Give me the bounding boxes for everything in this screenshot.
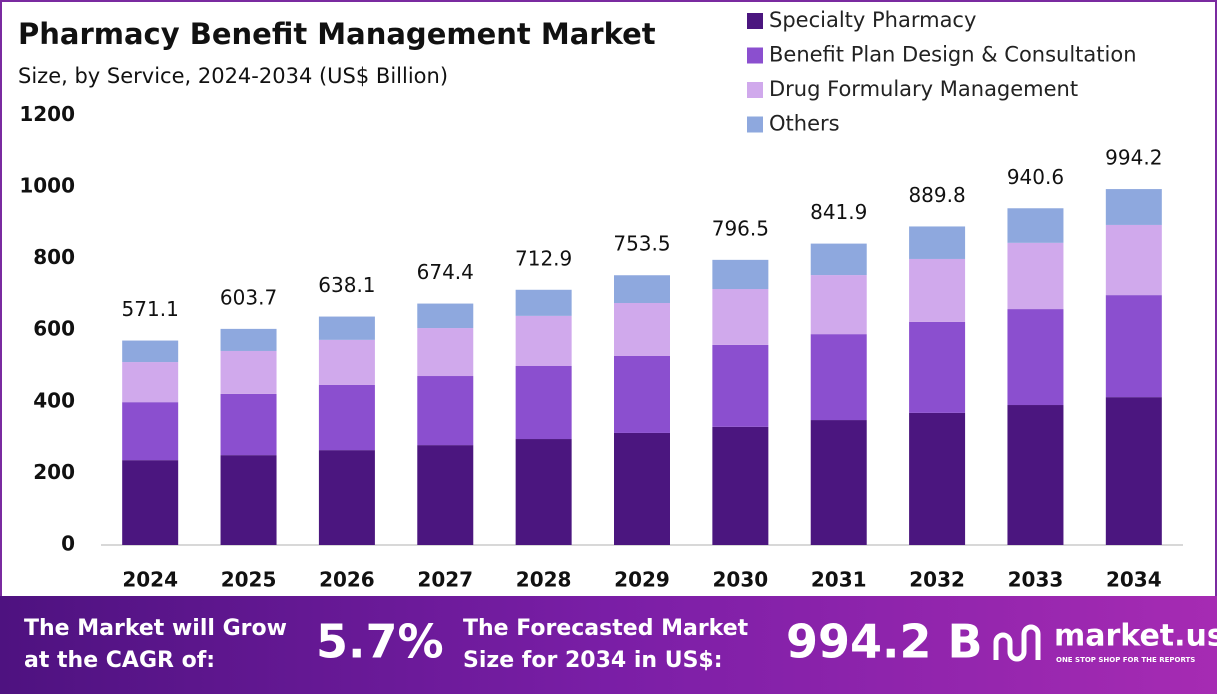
bar-segment	[318, 384, 375, 451]
brand: market.us	[1054, 619, 1217, 654]
total-label: 638.1	[318, 273, 375, 297]
total-label: 841.9	[810, 200, 867, 224]
total-label: 603.7	[220, 285, 277, 309]
bar-segment	[810, 243, 867, 276]
legend-label: Others	[769, 112, 840, 136]
bar-segment	[417, 328, 474, 377]
total-label: 571.1	[122, 297, 179, 321]
y-tick-label: 600	[33, 317, 75, 341]
bar-segment	[1105, 224, 1162, 296]
bar-segment	[1007, 309, 1064, 406]
bar-segment	[1007, 208, 1064, 243]
bar-segment	[1105, 397, 1162, 545]
forecast-text: Size for 2034 in US$:	[463, 648, 723, 673]
total-label: 674.4	[417, 260, 474, 284]
bar-segment	[417, 445, 474, 545]
y-tick-label: 200	[33, 460, 75, 484]
bar-segment	[515, 366, 572, 440]
bar-segment	[614, 302, 670, 356]
bar-segment	[318, 339, 375, 385]
forecast-value: 994.2 B	[786, 615, 983, 669]
total-label: 889.8	[908, 183, 965, 207]
x-tick-label: 2033	[1008, 568, 1064, 592]
cagr-text: at the CAGR of:	[24, 648, 215, 673]
bar-segment	[220, 328, 277, 351]
legend-swatch	[747, 47, 763, 64]
chart-subtitle: Size, by Service, 2024-2034 (US$ Billion…	[18, 64, 448, 88]
footer-banner	[0, 596, 1217, 694]
bar-segment	[810, 334, 867, 421]
y-tick-label: 400	[33, 388, 75, 412]
forecast-text: The Forecasted Market	[463, 616, 749, 641]
bar-segment	[909, 258, 966, 322]
y-tick-label: 1000	[19, 174, 75, 198]
x-tick-label: 2031	[811, 568, 867, 592]
total-label: 940.6	[1007, 165, 1064, 189]
total-label: 994.2	[1105, 146, 1162, 170]
bar-segment	[909, 226, 966, 259]
bar-segment	[515, 315, 572, 366]
x-tick-label: 2029	[614, 568, 670, 592]
bar-segment	[122, 460, 179, 545]
bar-segment	[318, 450, 375, 545]
bar-segment	[417, 303, 474, 329]
bar-segment	[1105, 295, 1162, 398]
bar-segment	[515, 289, 572, 316]
bar-segment	[909, 321, 966, 413]
bar-segment	[220, 350, 277, 394]
plot: 0 200 400 600 800 1000 1200 2024 571.1 2025 603.7 2…	[19, 102, 1183, 592]
bar-segment	[122, 362, 179, 403]
bar-segment	[810, 275, 867, 335]
bar-segment	[1007, 405, 1064, 545]
y-tick-label: 0	[61, 532, 75, 556]
bar-segment	[1105, 189, 1162, 225]
bar-segment	[712, 344, 769, 427]
bar-segment	[122, 340, 179, 363]
total-label: 712.9	[515, 246, 572, 270]
bar-segment	[417, 376, 474, 446]
bar-segment	[712, 259, 769, 290]
x-tick-label: 2025	[221, 568, 277, 592]
bar-segment	[1007, 242, 1064, 310]
legend-label: Benefit Plan Design & Consultation	[769, 43, 1137, 67]
bar-segment	[712, 289, 769, 345]
legend: Specialty Pharmacy Benefit Plan Design & …	[747, 8, 1137, 136]
x-tick-label: 2034	[1106, 568, 1162, 592]
x-tick-label: 2028	[516, 568, 572, 592]
legend-label: Drug Formulary Management	[769, 77, 1078, 101]
legend-swatch	[747, 13, 763, 29]
bar-segment	[220, 455, 277, 545]
bar-segment	[515, 439, 572, 545]
bar-segment	[614, 355, 670, 433]
footer: The Market will Grow at the CAGR of: 5.7…	[24, 615, 1217, 674]
total-label: 796.5	[712, 216, 769, 240]
x-tick-label: 2032	[909, 568, 965, 592]
x-tick-label: 2026	[319, 568, 375, 592]
bar-segment	[122, 402, 179, 461]
bar-segment	[220, 393, 277, 456]
legend-swatch	[747, 82, 763, 98]
legend-swatch	[747, 116, 763, 133]
total-label: 753.5	[613, 232, 670, 256]
x-tick-label: 2024	[122, 568, 178, 592]
bar-segment	[318, 316, 375, 340]
bar-segment	[614, 432, 670, 545]
cagr-value: 5.7%	[316, 615, 444, 669]
cagr-text: The Market will Grow	[24, 616, 287, 641]
brand-tagline: ONE STOP SHOP FOR THE REPORTS	[1056, 656, 1195, 664]
legend-label: Specialty Pharmacy	[769, 8, 976, 32]
x-tick-label: 2030	[713, 568, 769, 592]
bar-segment	[614, 275, 670, 303]
bar-segment	[712, 426, 769, 545]
bar-segment	[810, 420, 867, 545]
brand-logo	[993, 624, 1041, 662]
x-tick-label: 2027	[417, 568, 473, 592]
chart-title: Pharmacy Benefit Management Market	[18, 17, 656, 51]
y-tick-label: 800	[33, 245, 75, 269]
bar-segment	[909, 412, 966, 545]
y-tick-label: 1200	[19, 102, 75, 126]
